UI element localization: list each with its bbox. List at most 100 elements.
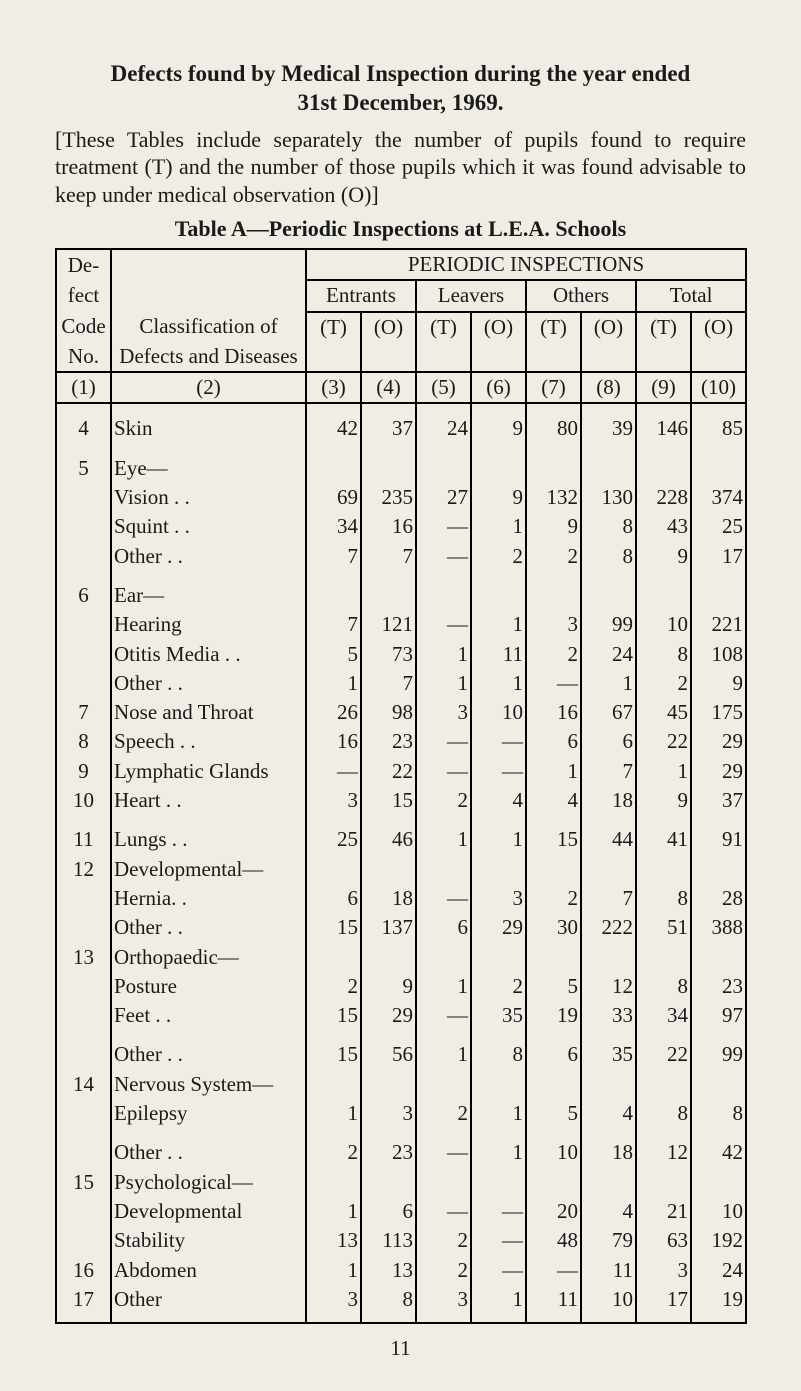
defect-code-hdr-4: No. (56, 342, 111, 372)
value-cell: 10 (526, 1138, 581, 1167)
value-cell (306, 1070, 361, 1099)
value-cell: 9 (471, 483, 526, 512)
value-cell: 46 (361, 825, 416, 854)
entrants-hdr: Entrants (306, 280, 416, 311)
col-6-hdr: (6) (471, 372, 526, 403)
value-cell (581, 581, 636, 610)
value-cell: 1 (416, 825, 471, 854)
value-cell: 121 (361, 610, 416, 639)
value-cell (636, 454, 691, 483)
table-row: 11Lungs . .25461115444191 (56, 825, 746, 854)
table-row: 8Speech . .1623——662229 (56, 727, 746, 756)
defect-code-cell (56, 640, 111, 669)
defect-code-cell (56, 1138, 111, 1167)
value-cell (361, 943, 416, 972)
value-cell: 15 (306, 1040, 361, 1069)
value-cell: 9 (691, 669, 746, 698)
classification-cell: Developmental (111, 1197, 306, 1226)
col-9-hdr: (9) (636, 372, 691, 403)
defect-code-cell: 17 (56, 1285, 111, 1314)
defect-code-cell (56, 1001, 111, 1030)
classification-cell: Skin (111, 414, 306, 443)
table-row: Epilepsy13215488 (56, 1099, 746, 1128)
value-cell: 1 (581, 669, 636, 698)
defect-code-cell: 16 (56, 1256, 111, 1285)
value-cell: 9 (636, 542, 691, 571)
classification-cell: Other . . (111, 913, 306, 942)
value-cell: 23 (361, 1138, 416, 1167)
table-row: 5Eye— (56, 454, 746, 483)
value-cell: — (526, 1256, 581, 1285)
value-cell: — (416, 512, 471, 541)
table-row: 6Ear— (56, 581, 746, 610)
table-row: Stability131132—487963192 (56, 1226, 746, 1255)
defect-code-cell: 10 (56, 786, 111, 815)
value-cell: 6 (306, 884, 361, 913)
value-cell: 175 (691, 698, 746, 727)
defect-code-cell: 4 (56, 414, 111, 443)
value-cell: 235 (361, 483, 416, 512)
classification-cell: Psychological— (111, 1168, 306, 1197)
classification-cell: Other . . (111, 542, 306, 571)
value-cell: 8 (581, 512, 636, 541)
value-cell: 1 (471, 1285, 526, 1314)
value-cell: 108 (691, 640, 746, 669)
value-cell: 9 (636, 786, 691, 815)
value-cell: — (471, 757, 526, 786)
table-row: 7Nose and Throat2698310166745175 (56, 698, 746, 727)
leavers-hdr: Leavers (416, 280, 526, 311)
value-cell: 388 (691, 913, 746, 942)
defect-code-cell (56, 884, 111, 913)
value-cell: 3 (361, 1099, 416, 1128)
value-cell (691, 454, 746, 483)
value-cell: 2 (416, 1099, 471, 1128)
value-cell (526, 1168, 581, 1197)
table-row: Other . .151376293022251388 (56, 913, 746, 942)
classification-cell: Lymphatic Glands (111, 757, 306, 786)
value-cell: 8 (581, 542, 636, 571)
value-cell: 22 (636, 1040, 691, 1069)
value-cell: 228 (636, 483, 691, 512)
spacer-row (56, 444, 746, 454)
value-cell: 11 (471, 640, 526, 669)
table-row: 14Nervous System— (56, 1070, 746, 1099)
value-cell: 99 (691, 1040, 746, 1069)
value-cell: — (416, 610, 471, 639)
header-row-5: (1) (2) (3) (4) (5) (6) (7) (8) (9) (10) (56, 372, 746, 403)
value-cell: 1 (526, 757, 581, 786)
classification-cell: Other (111, 1285, 306, 1314)
defect-code-hdr-2: fect (56, 280, 111, 311)
value-cell: 18 (361, 884, 416, 913)
table-row: 10Heart . .31524418937 (56, 786, 746, 815)
value-cell: 27 (416, 483, 471, 512)
value-cell (361, 1070, 416, 1099)
value-cell: 56 (361, 1040, 416, 1069)
table-row: Feet . .1529—3519333497 (56, 1001, 746, 1030)
table-row: Vision . .69235279132130228374 (56, 483, 746, 512)
value-cell: 29 (691, 757, 746, 786)
value-cell: 8 (636, 884, 691, 913)
table-row: Hearing7121—139910221 (56, 610, 746, 639)
value-cell: 1 (416, 669, 471, 698)
classification-cell: Nervous System— (111, 1070, 306, 1099)
value-cell: 35 (471, 1001, 526, 1030)
value-cell: 79 (581, 1226, 636, 1255)
value-cell: 73 (361, 640, 416, 669)
table-row: Squint . .3416—1984325 (56, 512, 746, 541)
value-cell: 42 (691, 1138, 746, 1167)
table-title: Table A—Periodic Inspections at L.E.A. S… (55, 216, 746, 242)
value-cell (691, 581, 746, 610)
table-row: Other . .1556186352299 (56, 1040, 746, 1069)
value-cell (416, 581, 471, 610)
defect-code-cell: 12 (56, 855, 111, 884)
value-cell: — (471, 727, 526, 756)
total-t-hdr: (T) (636, 312, 691, 342)
value-cell: 7 (361, 669, 416, 698)
table-row: Posture2912512823 (56, 972, 746, 1001)
value-cell: 7 (581, 884, 636, 913)
leavers-t-hdr: (T) (416, 312, 471, 342)
value-cell: 8 (636, 640, 691, 669)
classification-hdr-1: Classification of (111, 312, 306, 342)
classification-cell: Stability (111, 1226, 306, 1255)
value-cell: 8 (361, 1285, 416, 1314)
